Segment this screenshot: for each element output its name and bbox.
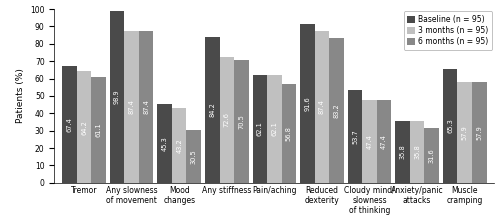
Text: 65.3: 65.3 xyxy=(447,119,453,133)
Text: 87.4: 87.4 xyxy=(128,99,134,114)
Text: 30.5: 30.5 xyxy=(191,149,197,164)
Text: 91.6: 91.6 xyxy=(304,96,310,110)
Bar xyxy=(77,71,92,183)
Bar xyxy=(92,77,106,183)
Bar xyxy=(314,31,329,183)
Bar xyxy=(443,69,458,183)
Text: 57.9: 57.9 xyxy=(476,125,482,140)
Bar xyxy=(62,66,77,183)
Bar xyxy=(186,130,201,183)
Bar xyxy=(205,36,220,183)
Bar xyxy=(220,57,234,183)
Text: 64.2: 64.2 xyxy=(81,120,87,135)
Text: 35.8: 35.8 xyxy=(400,144,406,159)
Text: 31.6: 31.6 xyxy=(428,148,434,163)
Bar xyxy=(139,31,154,183)
Text: 72.6: 72.6 xyxy=(224,112,230,127)
Text: 67.4: 67.4 xyxy=(66,117,72,132)
Text: 62.1: 62.1 xyxy=(272,122,278,136)
Bar xyxy=(348,90,362,183)
Bar xyxy=(172,108,186,183)
Bar xyxy=(396,121,410,183)
Text: 47.4: 47.4 xyxy=(381,134,387,149)
Text: 98.9: 98.9 xyxy=(114,90,120,104)
Bar xyxy=(362,101,377,183)
Text: 57.9: 57.9 xyxy=(462,125,468,140)
Text: 56.8: 56.8 xyxy=(286,126,292,141)
Bar xyxy=(234,60,248,183)
Text: 47.4: 47.4 xyxy=(366,134,372,149)
Bar xyxy=(267,75,281,183)
Bar xyxy=(158,104,172,183)
Bar xyxy=(410,121,424,183)
Text: 35.8: 35.8 xyxy=(414,144,420,159)
Text: 83.2: 83.2 xyxy=(334,103,340,118)
Text: 61.1: 61.1 xyxy=(96,122,102,137)
Text: 53.7: 53.7 xyxy=(352,129,358,144)
Bar xyxy=(472,82,486,183)
Bar xyxy=(458,82,472,183)
Bar xyxy=(282,84,296,183)
Text: 84.2: 84.2 xyxy=(210,102,216,117)
Text: 70.5: 70.5 xyxy=(238,114,244,129)
Text: 87.4: 87.4 xyxy=(143,99,149,114)
Text: 43.2: 43.2 xyxy=(176,138,182,153)
Bar xyxy=(424,128,439,183)
Text: 87.4: 87.4 xyxy=(319,99,325,114)
Bar xyxy=(300,24,314,183)
Bar xyxy=(329,38,344,183)
Text: 62.1: 62.1 xyxy=(257,122,263,136)
Bar xyxy=(110,11,124,183)
Y-axis label: Patients (%): Patients (%) xyxy=(16,69,24,123)
Text: 45.3: 45.3 xyxy=(162,136,168,151)
Legend: Baseline (n = 95), 3 months (n = 95), 6 months (n = 95): Baseline (n = 95), 3 months (n = 95), 6 … xyxy=(404,11,492,50)
Bar xyxy=(124,31,139,183)
Bar xyxy=(252,75,267,183)
Bar xyxy=(377,101,392,183)
